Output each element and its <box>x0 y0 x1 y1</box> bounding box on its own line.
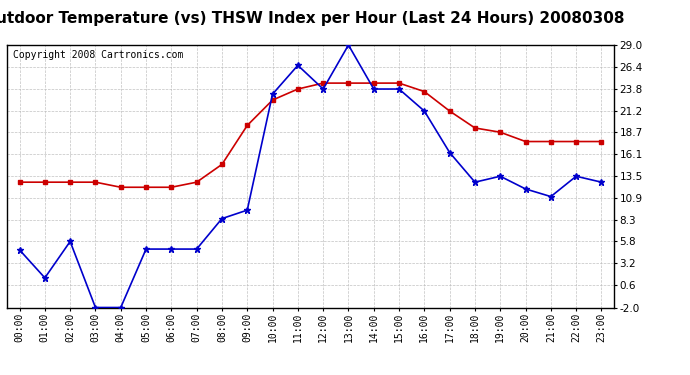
Text: Outdoor Temperature (vs) THSW Index per Hour (Last 24 Hours) 20080308: Outdoor Temperature (vs) THSW Index per … <box>0 11 624 26</box>
Text: Copyright 2008 Cartronics.com: Copyright 2008 Cartronics.com <box>13 50 184 60</box>
